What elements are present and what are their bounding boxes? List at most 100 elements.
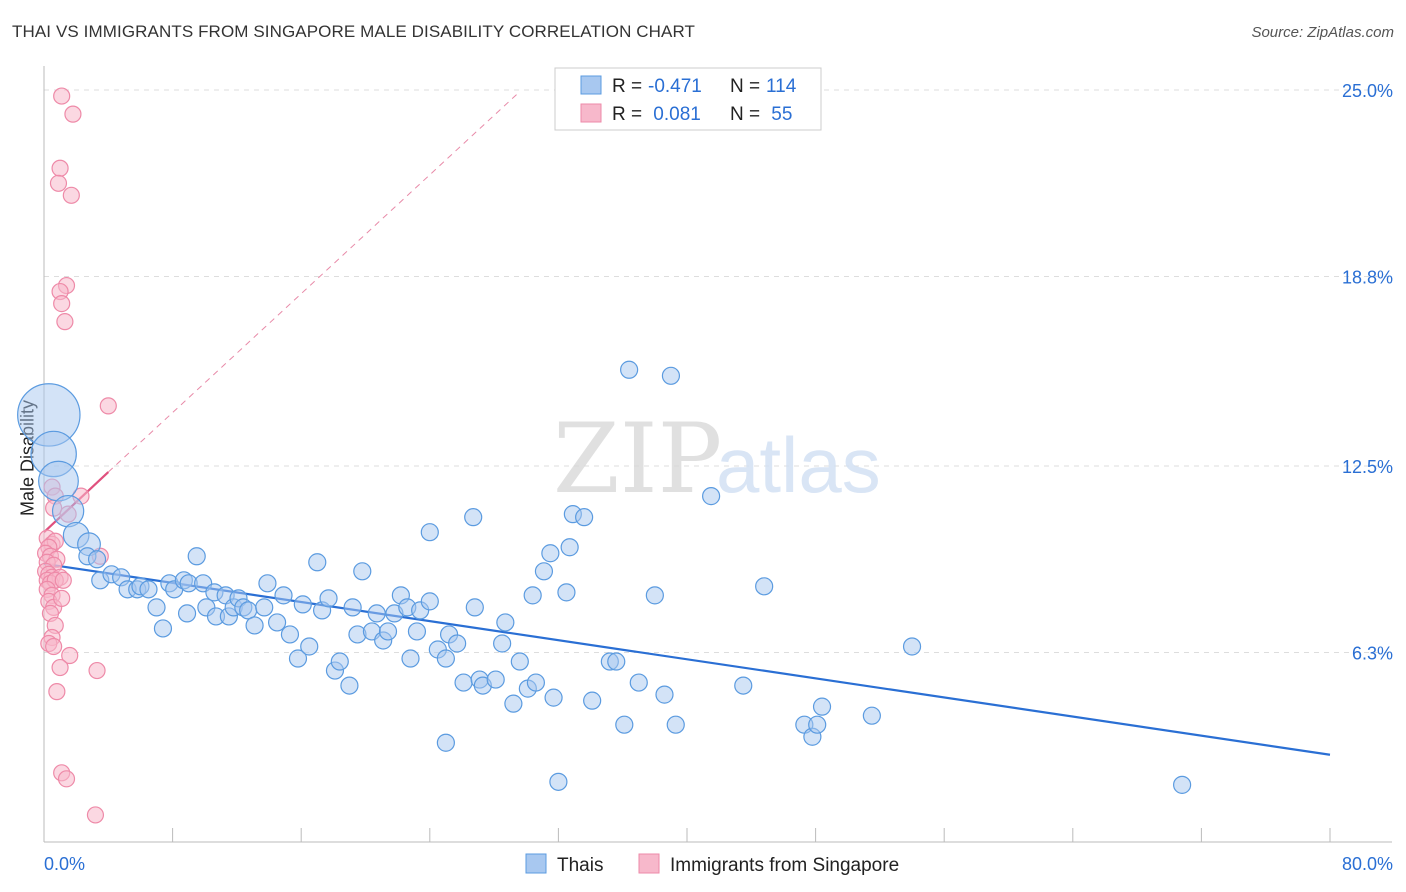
thais-point [87, 550, 107, 569]
thais-point [330, 652, 349, 671]
singapore-point [48, 683, 66, 701]
grid-lines [44, 89, 1392, 654]
thais-point [288, 649, 308, 668]
thais-point [239, 601, 258, 620]
thais-point [655, 685, 674, 704]
thais-point [629, 673, 648, 692]
thais-point [153, 619, 173, 638]
singapore-point [53, 295, 71, 313]
x-tick-label: 80.0% [1342, 854, 1393, 874]
thais-point [147, 598, 166, 617]
thais-point [436, 733, 455, 752]
series-legend: Thais Immigrants from Singapore [525, 853, 899, 876]
thais-point [267, 613, 287, 632]
y-tick-label: 12.5% [1342, 457, 1393, 477]
thais-trend-line [43, 562, 1331, 756]
thais-point [534, 562, 554, 581]
thais-point [258, 574, 277, 593]
thais-point [755, 577, 774, 596]
thais-point [862, 706, 881, 725]
thais-point [734, 676, 753, 695]
stats-r-value-singapore: 0.081 [648, 104, 701, 125]
singapore-point [86, 806, 105, 824]
source-label: Source: ZipAtlas.com [1251, 24, 1394, 41]
x-tick-label: 0.0% [44, 854, 85, 874]
thais-point [51, 494, 85, 528]
thais-point [645, 586, 664, 605]
thais-point [177, 604, 197, 623]
y-tick-label: 6.3% [1352, 644, 1393, 664]
thais-point [557, 583, 576, 602]
thais-point [526, 673, 545, 692]
singapore-point [64, 105, 82, 123]
stats-n-value-thais: 114 [766, 76, 797, 97]
thais-point [401, 649, 420, 668]
thais-point [1173, 775, 1192, 794]
singapore-point [57, 770, 76, 788]
singapore-trend-extension [107, 92, 519, 473]
singapore-point [54, 571, 72, 589]
singapore-point [53, 87, 71, 105]
singapore-point [99, 397, 117, 415]
thais-point [549, 772, 568, 791]
thais-point [808, 715, 827, 734]
thais-point [436, 649, 455, 668]
singapore-point [51, 658, 69, 677]
thais-point [523, 586, 542, 605]
singapore-point [45, 637, 63, 656]
thais-point [661, 366, 681, 385]
stats-r-label-thais: R = [612, 76, 642, 97]
thais-point [541, 544, 560, 563]
thais-point [300, 637, 319, 656]
thais-point [812, 697, 832, 716]
thais-point [378, 622, 398, 641]
thais-point [255, 598, 274, 617]
y-tick-label: 18.8% [1342, 268, 1393, 288]
stats-r-value-thais: -0.471 [648, 76, 702, 97]
thais-point [274, 586, 293, 605]
thais-point [544, 688, 563, 707]
thais-point [465, 598, 484, 617]
singapore-point [51, 159, 69, 177]
legend-swatch-thais [525, 853, 547, 874]
legend-swatch-singapore [638, 853, 660, 874]
tick-labels: 6.3% 12.5% 18.8% 25.0% 0.0% 80.0% [44, 81, 1393, 874]
thais-point [620, 360, 639, 379]
thais-point [583, 691, 602, 710]
stats-n-label-thais: N = [730, 76, 760, 97]
stats-n-label-singapore: N = [730, 104, 760, 125]
thais-point [245, 616, 264, 635]
thais-point [454, 673, 473, 692]
y-tick-label: 25.0% [1342, 81, 1393, 101]
thais-point [496, 613, 515, 632]
thais-point [575, 508, 594, 527]
thais-point [343, 598, 362, 617]
thais-point [308, 553, 327, 572]
thais-point [464, 508, 483, 527]
stats-legend: R = -0.471 N = 114 R = 0.081 N = 55 [554, 67, 822, 131]
thais-point [902, 637, 922, 656]
thais-point [319, 589, 338, 608]
chart-title: THAI VS IMMIGRANTS FROM SINGAPORE MALE D… [12, 22, 696, 41]
stats-r-label-singapore: R = [612, 104, 642, 125]
stats-swatch-singapore [580, 103, 602, 123]
thais-point [293, 595, 312, 614]
singapore-point [61, 646, 79, 665]
thais-point [510, 652, 529, 671]
thais-point [187, 547, 206, 566]
thais-point [607, 652, 626, 671]
thais-point [666, 715, 685, 734]
singapore-point [49, 174, 68, 192]
singapore-point [88, 661, 106, 680]
thais-point [38, 460, 79, 502]
thais-point [367, 604, 386, 623]
singapore-point [53, 589, 71, 607]
thais-point [486, 670, 505, 689]
thais-point [353, 562, 372, 581]
watermark-zip: ZIP [553, 403, 722, 515]
stats-swatch-thais [580, 75, 602, 95]
thais-point [493, 634, 512, 653]
thais-point [139, 580, 158, 599]
thais-point [420, 592, 439, 611]
